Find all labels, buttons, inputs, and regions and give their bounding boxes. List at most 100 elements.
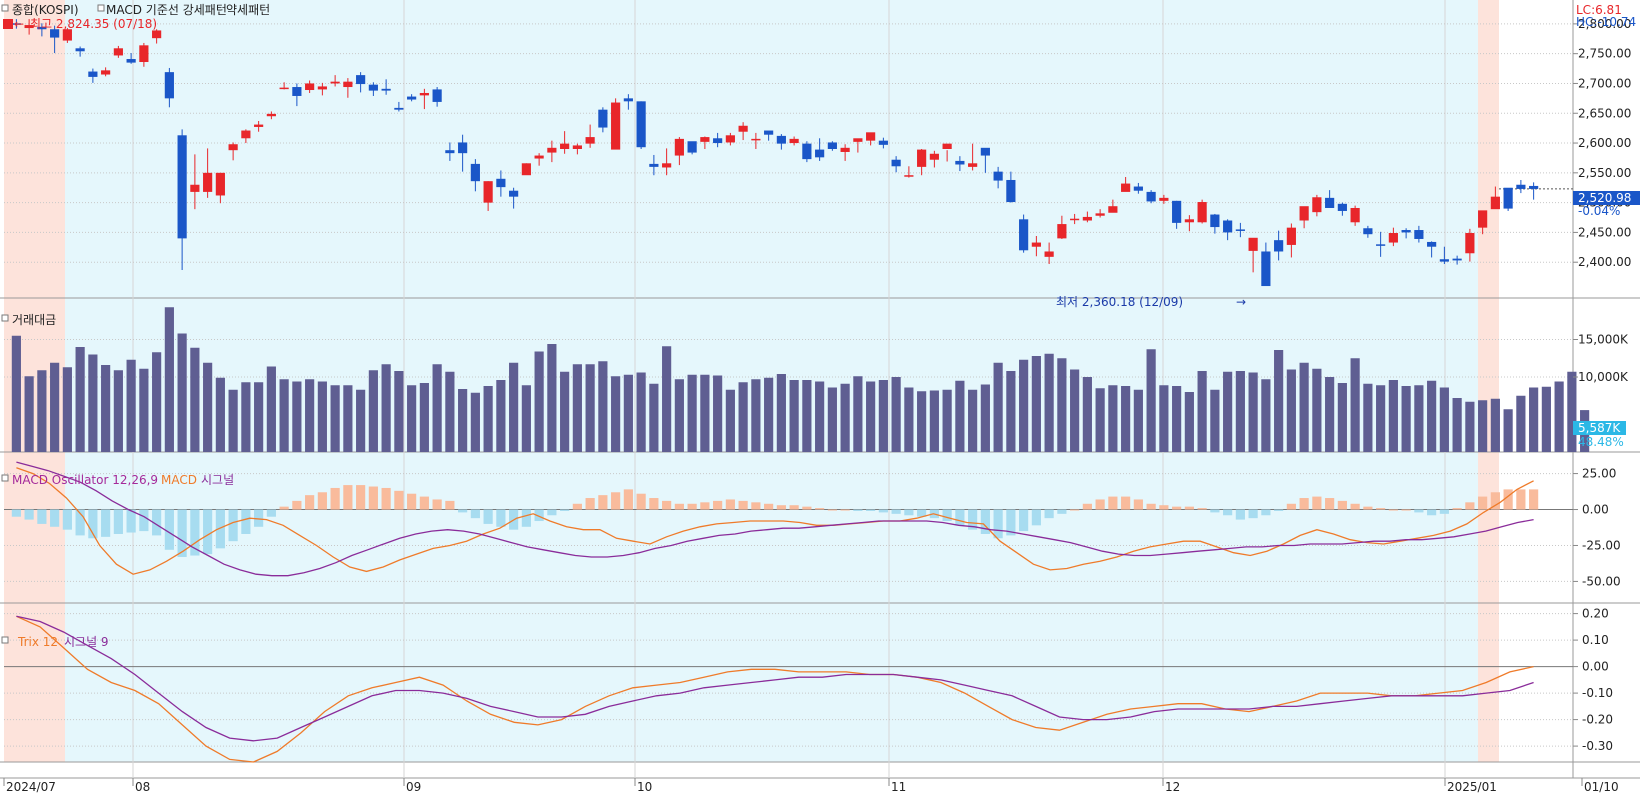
volume-bar [24, 376, 34, 452]
volume-bar [866, 381, 876, 452]
volume-bar [62, 367, 72, 452]
trix-y-tick-label: 0.00 [1582, 660, 1609, 674]
macd-osc-bar [37, 509, 47, 524]
macd-y-tick-label: -50.00 [1582, 574, 1621, 588]
volume-bar [483, 386, 493, 452]
volume-bar [1261, 379, 1271, 452]
candle-body [1439, 259, 1449, 262]
macd-osc-bar [1325, 498, 1335, 510]
candle-body [521, 163, 531, 176]
candle-body [241, 130, 251, 139]
macd-osc-bar [1006, 509, 1016, 536]
volume-bar [152, 352, 162, 452]
volume-bar [37, 370, 47, 452]
candle-body [1516, 184, 1526, 189]
macd-osc-bar [700, 502, 710, 510]
candle-body [1529, 185, 1539, 189]
macd-osc-bar [496, 509, 506, 527]
macd-osc-bar [1184, 506, 1194, 510]
candle-body [1057, 224, 1067, 239]
macd-osc-bar [177, 509, 187, 557]
macd-osc-bar [356, 485, 366, 510]
macd-osc-bar [598, 495, 608, 510]
macd-osc-bar [560, 509, 570, 511]
macd-osc-bar [407, 493, 417, 510]
candle-body [1082, 216, 1092, 221]
price-y-tick-label: 2,750.00 [1578, 47, 1631, 61]
candle-body [929, 153, 939, 160]
candle-body [1095, 213, 1105, 216]
macd-panel-collapse-icon[interactable] [1, 474, 9, 482]
trix-y-tick-label: 0.10 [1582, 633, 1609, 647]
candle-body [1401, 230, 1411, 233]
volume-bar [1044, 353, 1054, 452]
candle-body [62, 29, 72, 41]
volume-bar [496, 380, 506, 452]
price-y-tick-label: 2,700.00 [1578, 76, 1631, 90]
macd-osc-bar [955, 509, 965, 526]
volume-bar [215, 377, 225, 452]
macd-osc-bar [139, 509, 149, 532]
price-y-tick-label: 2,650.00 [1578, 106, 1631, 120]
macd-osc-bar [917, 509, 927, 517]
high-arrow-icon: ← [14, 17, 24, 31]
volume-bar [432, 364, 442, 452]
candle-body [904, 175, 914, 177]
volume-bar [356, 389, 366, 452]
volume-last-tag: 5,587K 48.48% [1573, 421, 1626, 449]
candle-body [1031, 242, 1041, 247]
macd-osc-bar [1503, 489, 1513, 510]
candle-body [1133, 186, 1143, 191]
candle-body [662, 163, 672, 168]
volume-bar [419, 383, 429, 452]
volume-panel-collapse-icon[interactable] [1, 314, 9, 322]
candle-body [1159, 197, 1169, 201]
macd-osc-bar [1427, 509, 1437, 516]
panel-bg-price [4, 0, 1573, 298]
x-tick-label: 12 [1165, 780, 1180, 794]
volume-bar [1146, 349, 1156, 452]
macd-osc-bar [215, 509, 225, 549]
candle-body [866, 132, 876, 141]
candle-body [470, 163, 480, 182]
x-tick-label: 11 [891, 780, 906, 794]
volume-bar [1439, 387, 1449, 452]
candle-body [980, 147, 990, 156]
volume-bar [713, 375, 723, 452]
x-tick-label: 08 [135, 780, 150, 794]
candle-body [598, 109, 608, 128]
macd-osc-bar [152, 509, 162, 536]
volume-bar [1082, 377, 1092, 452]
macd-osc-bar [1312, 496, 1322, 510]
macd-osc-bar [266, 509, 276, 517]
x-tick-label: 2024/07 [6, 780, 56, 794]
candle-body [509, 190, 519, 197]
last-price-box [1573, 191, 1640, 205]
volume-bar [1465, 401, 1475, 452]
volume-bar [929, 390, 939, 452]
candle-body [802, 143, 812, 160]
macd-osc-bar [88, 509, 98, 539]
volume-bar [279, 379, 289, 452]
marks-layer [11, 19, 1590, 763]
candle-body [483, 181, 493, 203]
volume-bar [1197, 371, 1207, 452]
macd-osc-bar [853, 509, 863, 511]
trix-title: Trix 12 [17, 635, 58, 649]
macd-osc-bar [993, 509, 1003, 539]
trix-panel-collapse-icon[interactable] [1, 636, 9, 644]
macd-overlay-label: MACD 기준선 강세패턴 [106, 3, 227, 17]
macd-osc-bar [381, 487, 391, 510]
macd-osc-bar [330, 487, 340, 510]
candle-body [24, 25, 34, 29]
candle-body [445, 150, 455, 154]
candle-body [139, 45, 149, 63]
macd-osc-bar [547, 509, 557, 516]
volume-bar [815, 381, 825, 452]
volume-bar [1210, 389, 1220, 452]
macd-osc-bar [1057, 509, 1067, 514]
price-panel-collapse-icon[interactable] [1, 4, 9, 12]
price-y-tick-label: 2,600.00 [1578, 136, 1631, 150]
